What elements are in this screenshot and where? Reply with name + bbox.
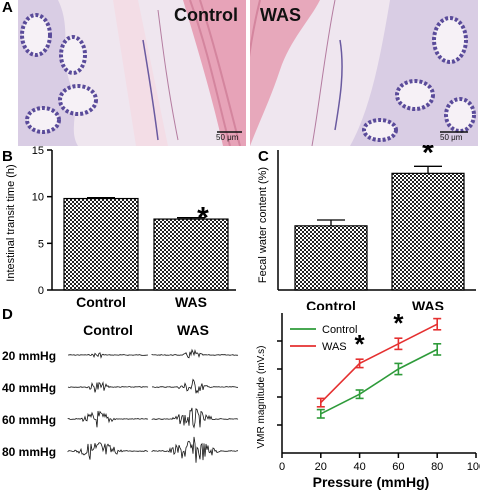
micrograph-control-scale: 50 μm xyxy=(216,133,239,142)
chart-b-category-label: Control xyxy=(76,294,126,310)
micrograph-control-drawing xyxy=(18,0,246,146)
chart-d-significance: * xyxy=(432,305,443,319)
chart-b-bar xyxy=(153,218,229,291)
chart-d-xtick-label: 0 xyxy=(279,461,285,473)
vmr-trace xyxy=(151,436,239,463)
trace-header-control: Control xyxy=(83,322,133,338)
chart-b: Intestinal transit time (h) 0 5 10 15 Contr… xyxy=(5,145,236,310)
chart-b-ytick-label: 15 xyxy=(32,145,44,157)
chart-b-ytick-label: 5 xyxy=(38,238,44,250)
trace-pressure-label: 20 mmHg xyxy=(2,349,56,363)
chart-d-xtick-label: 100 xyxy=(467,461,480,473)
chart-d-ylabel: VMR magnitude (mV.s) xyxy=(256,346,267,449)
trace-pressure-label: 60 mmHg xyxy=(2,413,56,427)
chart-c-ylabel: Fecal water content (%) xyxy=(257,167,269,283)
chart-d-xtick-label: 80 xyxy=(431,461,443,473)
chart-d-xlabel: Pressure (mmHg) xyxy=(313,474,430,490)
panel-a-letter: A xyxy=(2,0,13,16)
chart-c-bar xyxy=(391,172,465,291)
micrograph-was-scale: 50 μm xyxy=(440,133,463,142)
chart-c-significance: * xyxy=(422,145,434,169)
chart-c-category-label: Control xyxy=(306,298,356,310)
vmr-trace xyxy=(67,381,149,393)
chart-b-significance: * xyxy=(197,202,209,235)
chart-b-ytick-label: 10 xyxy=(32,192,44,204)
micrograph-was-drawing xyxy=(250,0,478,146)
chart-c-category-label: WAS xyxy=(412,298,444,310)
chart-b-ylabel: Intestinal transit time (h) xyxy=(5,164,17,281)
vmr-traces: Control WAS 20 mmHg 40 mmHg 60 mmHg 80 mmHg xyxy=(2,322,239,463)
panel-c-letter: C xyxy=(258,148,269,165)
panel-d-letter: D xyxy=(2,306,13,323)
chart-b-category-label: WAS xyxy=(175,294,207,310)
trace-pressure-label: 80 mmHg xyxy=(2,445,56,459)
chart-d-legend-label: Control xyxy=(322,324,357,336)
chart-d-significance: * xyxy=(393,308,404,338)
trace-header-was: WAS xyxy=(177,322,209,338)
chart-c: Fecal water content (%) Control WAS * xyxy=(257,145,476,310)
chart-d: VMR magnitude (mV.s) Pressure (mmHg) 0 20… xyxy=(256,305,480,490)
vmr-trace xyxy=(68,352,149,359)
chart-b-bar xyxy=(63,197,139,291)
micrograph-was-label: WAS xyxy=(260,5,302,25)
vmr-trace xyxy=(151,378,239,394)
chart-d-xtick-label: 60 xyxy=(392,461,404,473)
chart-d-significance: * xyxy=(355,329,366,359)
chart-d-series-line xyxy=(320,348,438,415)
vmr-trace xyxy=(67,442,149,460)
trace-pressure-label: 40 mmHg xyxy=(2,381,56,395)
chart-d-xtick-label: 40 xyxy=(353,461,365,473)
chart-d-series-line xyxy=(320,323,438,404)
chart-c-bar xyxy=(294,225,368,291)
micrograph-was: WAS 50 μm xyxy=(250,0,478,146)
chart-d-xtick-label: 20 xyxy=(315,461,327,473)
micrograph-control-label: Control xyxy=(174,5,238,25)
chart-d-legend-label: WAS xyxy=(322,341,347,353)
chart-b-ytick-label: 0 xyxy=(38,285,44,297)
vmr-trace xyxy=(151,348,239,359)
vmr-trace xyxy=(67,410,149,428)
vmr-trace xyxy=(151,407,239,429)
panel-b-letter: B xyxy=(2,148,13,165)
micrograph-control: Control 50 μm xyxy=(18,0,246,146)
